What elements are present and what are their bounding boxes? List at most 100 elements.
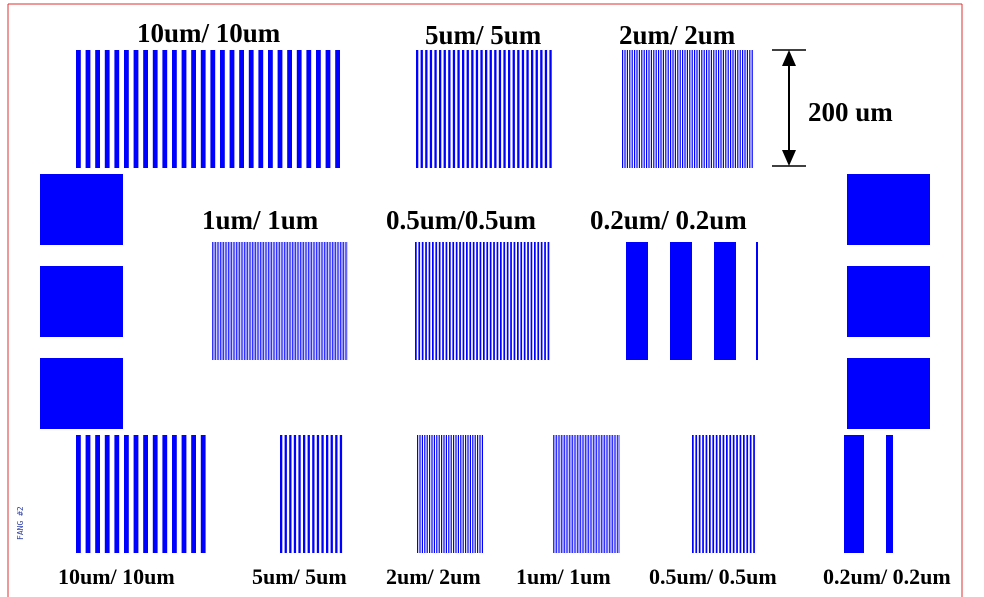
grating-bar — [503, 242, 506, 360]
grating-bar — [686, 50, 688, 168]
grating-bar — [746, 50, 748, 168]
grating-bar — [753, 435, 755, 553]
grating-bar — [436, 435, 438, 553]
grating-bar — [429, 435, 431, 553]
grating-bar — [667, 50, 669, 168]
grating-bar — [646, 50, 648, 168]
grating-bar — [844, 435, 864, 553]
grating-bar — [419, 435, 421, 553]
grating-bar — [308, 242, 309, 360]
grating-bar — [316, 435, 320, 553]
grating-bar — [479, 435, 481, 553]
grating-bar — [607, 435, 609, 553]
grating-bar — [244, 242, 245, 360]
grating-bar — [475, 50, 479, 168]
grating-bar — [288, 242, 290, 360]
grating-bar — [416, 50, 419, 168]
grating-bar — [324, 242, 325, 360]
grating-bar — [296, 50, 302, 168]
grating-bar — [618, 435, 620, 553]
grating-bar — [418, 242, 421, 360]
grating-bar — [433, 435, 435, 553]
grating-bar — [471, 50, 474, 168]
grating-bar — [252, 242, 253, 360]
grating-bar — [191, 50, 196, 168]
grating-bar — [572, 435, 573, 553]
grating-bar — [343, 242, 344, 360]
grating-bar — [586, 435, 588, 553]
grating-bar — [554, 435, 556, 553]
grating-bar — [272, 242, 274, 360]
grating-bar — [726, 435, 728, 553]
grating-bar — [573, 435, 575, 553]
grating-bar — [569, 435, 570, 553]
grating-bar — [706, 50, 708, 168]
pad-right-1 — [847, 174, 930, 245]
grating-bar — [253, 242, 255, 360]
grating-bar — [303, 242, 304, 360]
grating-bar — [503, 50, 506, 168]
grating-bar — [512, 50, 515, 168]
grating-bar — [561, 435, 562, 553]
grating-bar — [325, 242, 327, 360]
grating-bar — [746, 435, 749, 553]
label-bottom-0.2um: 0.2um/ 0.2um — [823, 564, 951, 589]
grating-bar — [712, 435, 715, 553]
grating-bar — [682, 50, 684, 168]
grating-bar — [215, 242, 216, 360]
grating-bar — [540, 50, 543, 168]
label-mid-0.5um: 0.5um/0.5um — [386, 205, 537, 235]
grating-bar — [544, 50, 548, 168]
grating-bar — [613, 435, 615, 553]
grating-bar — [743, 435, 745, 553]
grating-bar — [701, 50, 703, 168]
grating-bar — [715, 435, 718, 553]
grating-bar — [455, 435, 457, 553]
grating-bar — [744, 50, 746, 168]
grating-bar — [290, 242, 292, 360]
grating-bar — [594, 435, 596, 553]
label-mid-1um: 1um/ 1um — [202, 205, 319, 235]
grating-bar — [732, 50, 734, 168]
grating-bar — [612, 435, 613, 553]
grating-bottom-2um — [417, 435, 483, 553]
grating-bar — [236, 242, 237, 360]
grating-bar — [229, 50, 235, 168]
grating-bar — [609, 435, 610, 553]
grating-bar — [462, 242, 465, 360]
grating-bar — [658, 50, 660, 168]
grating-bar — [95, 435, 100, 553]
grating-bar — [263, 242, 264, 360]
grating-bar — [237, 242, 239, 360]
grating-bar — [729, 435, 732, 553]
grating-bar — [692, 435, 694, 553]
grating-bar — [694, 50, 696, 168]
grating-bar — [431, 435, 433, 553]
grating-bar — [293, 242, 295, 360]
grating-bar — [583, 435, 585, 553]
grating-bar — [340, 242, 341, 360]
grating-bar — [702, 435, 704, 553]
grating-bar — [335, 242, 336, 360]
grating-bar — [634, 50, 636, 168]
grating-bar — [346, 242, 348, 360]
grating-bar — [124, 50, 129, 168]
grating-bar — [670, 50, 672, 168]
grating-bar — [480, 50, 483, 168]
grating-bar — [626, 242, 648, 360]
grating-bar — [585, 435, 586, 553]
grating-bar — [266, 242, 268, 360]
grating-bar — [466, 50, 469, 168]
grating-bar — [715, 50, 717, 168]
grating-top-10um — [76, 50, 340, 168]
grating-bar — [486, 242, 489, 360]
grating-bar — [727, 50, 729, 168]
grating-bar — [298, 435, 301, 553]
grating-bar — [527, 242, 529, 360]
grating-bar — [239, 50, 244, 168]
grating-bar — [181, 435, 187, 553]
grating-bar — [691, 50, 693, 168]
grating-bar — [280, 435, 283, 553]
grating-mid-0.2um — [626, 242, 758, 360]
